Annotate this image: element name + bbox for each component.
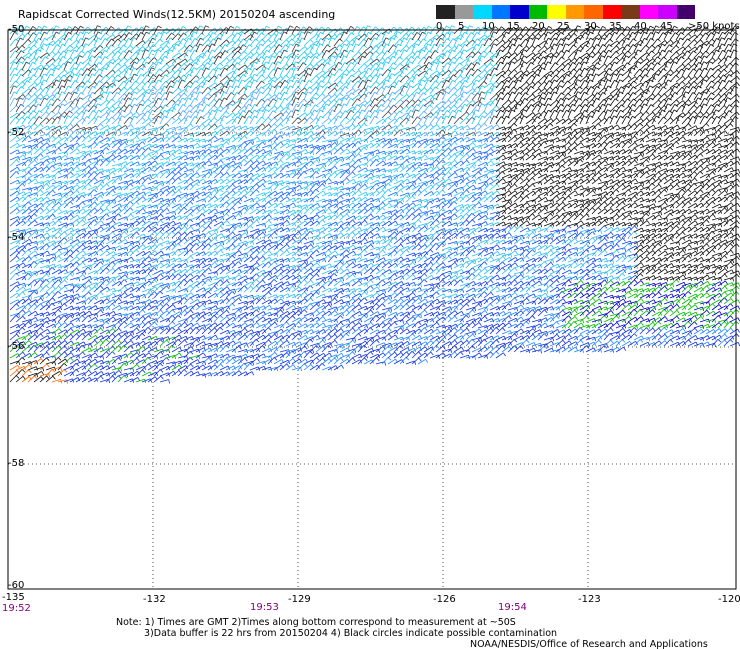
colorbar-swatch	[584, 5, 603, 19]
credit-line: NOAA/NESDIS/Office of Research and Appli…	[470, 639, 708, 650]
lat-tick-label: -58	[8, 458, 25, 469]
colorbar-label: 25	[557, 21, 570, 32]
lon-tick-label: -126	[433, 594, 456, 605]
colorbar-label: 40	[634, 21, 647, 32]
lon-tick-label: -129	[288, 594, 311, 605]
colorbar-swatches	[436, 5, 695, 19]
colorbar-swatch	[658, 5, 677, 19]
colorbar-label: 30	[584, 21, 597, 32]
colorbar-swatch	[602, 5, 621, 19]
wind-speed-colorbar: 0 5 10 15 20 25 30 35 40 45 >50 knots	[436, 5, 740, 35]
lat-tick-label: -50	[8, 24, 25, 35]
lon-tick-label: -120	[718, 594, 740, 605]
colorbar-label: 10	[482, 21, 495, 32]
colorbar-swatch	[436, 5, 455, 19]
colorbar-swatch	[491, 5, 510, 19]
note-line-1: Note: 1) Times are GMT 2)Times along bot…	[116, 617, 516, 628]
time-label: 19:54	[498, 602, 527, 613]
lon-tick-label: -135	[2, 592, 25, 603]
lat-tick-label: -54	[8, 232, 25, 243]
colorbar-swatch	[528, 5, 547, 19]
colorbar-label: 15	[507, 21, 520, 32]
colorbar-swatch	[639, 5, 658, 19]
lat-tick-label: -52	[8, 127, 25, 138]
colorbar-label: >50 knots	[688, 21, 740, 32]
colorbar-swatch	[565, 5, 584, 19]
time-label: 19:52	[2, 603, 31, 614]
colorbar-label: 45	[660, 21, 673, 32]
lat-tick-label: -60	[8, 580, 25, 591]
colorbar-label: 20	[532, 21, 545, 32]
colorbar-label: 35	[609, 21, 622, 32]
lat-tick-label: -56	[8, 341, 25, 352]
colorbar-label: 0	[436, 21, 443, 32]
colorbar-swatch	[621, 5, 640, 19]
map-title: Rapidscat Corrected Winds(12.5KM) 201502…	[18, 8, 336, 21]
note-line-2: 3)Data buffer is 22 hrs from 20150204 4)…	[144, 628, 558, 639]
colorbar-swatch	[676, 5, 695, 19]
map-frame	[7, 29, 737, 590]
wind-barbs	[9, 25, 740, 384]
colorbar-swatch	[454, 5, 473, 19]
lon-tick-label: -132	[143, 594, 166, 605]
map-gridlines	[8, 30, 736, 589]
time-label: 19:53	[250, 602, 279, 613]
colorbar-swatch	[547, 5, 566, 19]
colorbar-swatch	[473, 5, 492, 19]
colorbar-label: 5	[458, 21, 465, 32]
colorbar-swatch	[510, 5, 529, 19]
lon-tick-label: -123	[578, 594, 601, 605]
